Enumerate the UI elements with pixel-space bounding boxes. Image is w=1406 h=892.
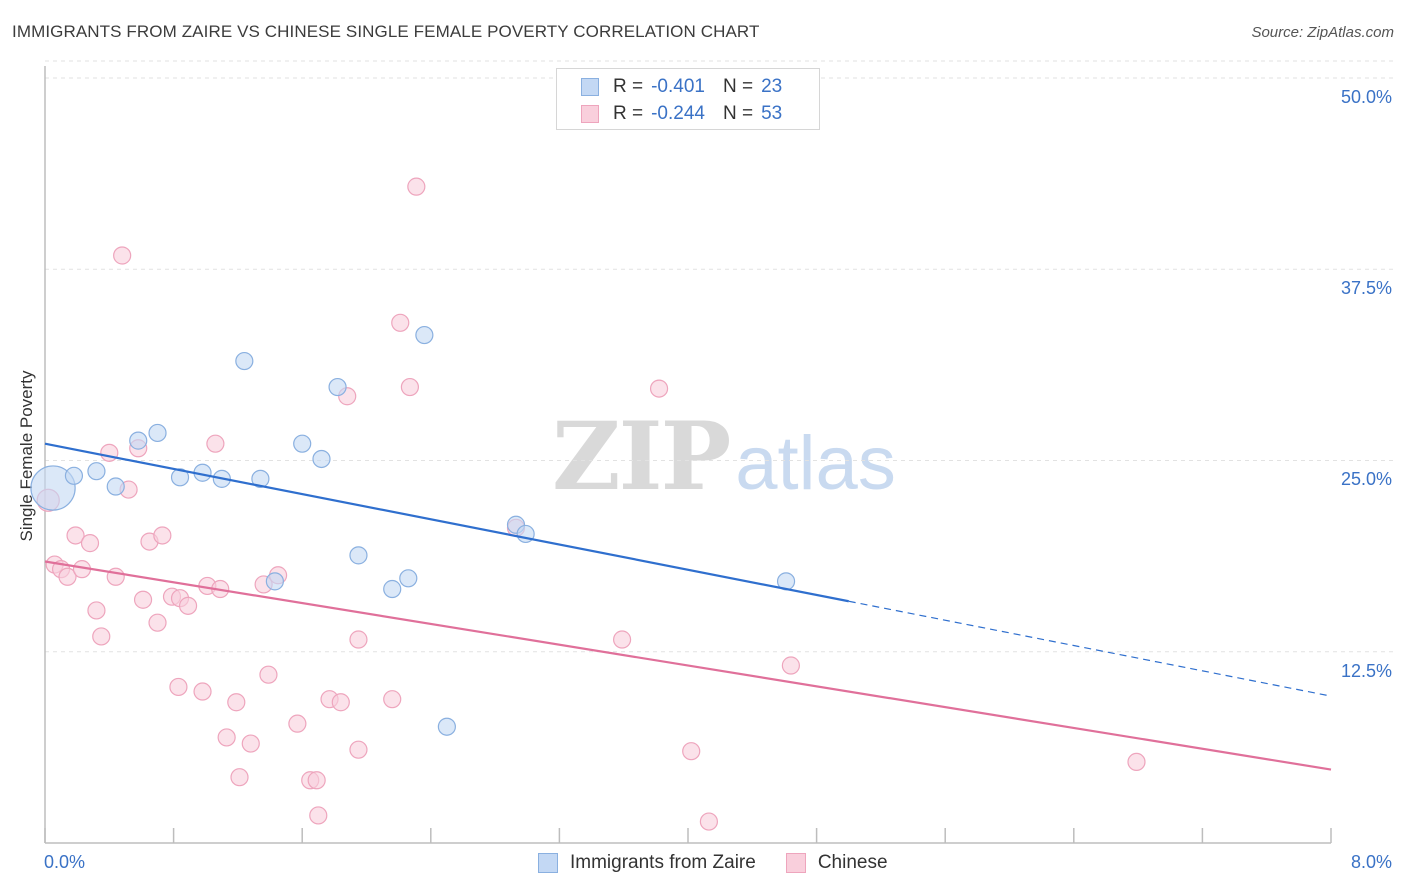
data-point-chinese [133,590,153,609]
watermark: ZIPatlas [552,402,896,512]
legend-swatch-chinese [785,853,806,873]
legend-r-value: -0.401 [651,76,705,97]
data-point-chinese [100,443,119,462]
y-tick-label-25: 25.0% [1340,469,1392,489]
data-point-chinese [307,771,326,790]
legend-row-chinese: R = -0.244 N = 53 [581,102,782,126]
source-label: Source: ZipAtlas.com [1251,24,1394,41]
legend-r-label: R = [613,76,644,97]
data-point-zaire [312,449,331,469]
data-point-zaire [148,423,167,443]
correlation-legend: R = -0.401 N = 23 R = -0.244 N = 53 [556,68,820,130]
data-point-zaire [129,431,148,450]
y-tick-label-50: 50.0% [1340,87,1392,107]
data-point-chinese [649,379,669,398]
legend-r-label: R = [613,103,644,124]
legend-item-zaire: Immigrants from Zaire [538,852,756,874]
x-tick-label-min: 0.0% [44,852,86,872]
legend-r-value: -0.244 [651,103,705,124]
data-point-chinese [148,613,167,632]
legend-label-zaire: Immigrants from Zaire [570,852,756,873]
data-point-zaire [30,465,76,511]
chart-title: IMMIGRANTS FROM ZAIRE VS CHINESE SINGLE … [12,22,760,41]
legend-row-zaire: R = -0.401 N = 23 [581,75,782,99]
data-point-zaire [235,351,254,371]
data-point-zaire [415,325,434,345]
data-point-chinese [66,526,85,545]
data-point-chinese [58,567,77,586]
data-point-chinese [331,693,350,712]
data-point-chinese [106,567,125,586]
legend-n-value: 53 [761,103,783,124]
data-point-zaire [437,717,456,736]
legend-n-label: N = [722,76,754,97]
series-legend: Immigrants from Zaire Chinese [538,852,918,874]
data-point-chinese [1127,752,1146,772]
data-point-chinese [400,377,420,397]
data-point-zaire [170,468,190,487]
trend-line-zaire [44,442,849,603]
data-point-chinese [92,627,111,646]
watermark-zip: ZIP [552,402,731,512]
data-point-zaire [251,469,270,488]
legend-swatch-zaire [581,78,599,96]
data-point-zaire [265,572,284,591]
data-point-chinese [383,690,402,709]
data-point-chinese [612,630,632,649]
data-point-chinese [288,714,307,733]
trend-line-extension-zaire [848,600,1332,697]
watermark-atlas: atlas [735,421,896,506]
data-point-chinese [230,768,249,787]
data-point-zaire [106,477,125,496]
data-point-chinese [391,313,410,332]
data-point-chinese [217,728,236,747]
legend-swatch-zaire [538,853,558,873]
y-tick-label-12-5: 12.5% [1340,661,1392,681]
data-point-chinese [309,806,328,825]
data-point-chinese [80,534,100,553]
data-point-chinese [682,742,701,761]
data-point-chinese [407,177,426,196]
data-point-zaire [64,466,84,485]
data-point-chinese [169,677,188,697]
data-point-chinese [349,630,368,649]
data-point-chinese [781,656,800,675]
data-point-chinese [113,246,132,265]
data-point-chinese [241,734,260,753]
data-point-zaire [87,462,106,481]
legend-label-chinese: Chinese [817,852,888,873]
legend-item-chinese: Chinese [785,852,888,874]
data-point-zaire [383,579,402,599]
legend-swatch-chinese [581,105,599,123]
data-point-chinese [193,682,212,701]
data-point-chinese [349,740,368,759]
data-point-chinese [206,434,225,453]
data-point-chinese [699,812,718,831]
data-point-chinese [153,526,172,545]
data-point-zaire [328,377,347,397]
trend-line-chinese [44,560,1332,771]
data-point-zaire [349,546,368,565]
legend-n-label: N = [722,103,754,124]
data-point-chinese [227,693,246,712]
data-point-zaire [399,569,418,588]
data-point-zaire [293,434,312,453]
data-point-chinese [87,601,106,620]
x-tick-label-max: 8.0% [1350,852,1392,872]
data-point-chinese [178,596,198,615]
legend-n-value: 23 [761,76,783,97]
y-tick-label-37-5: 37.5% [1340,278,1392,298]
data-point-chinese [259,665,278,684]
